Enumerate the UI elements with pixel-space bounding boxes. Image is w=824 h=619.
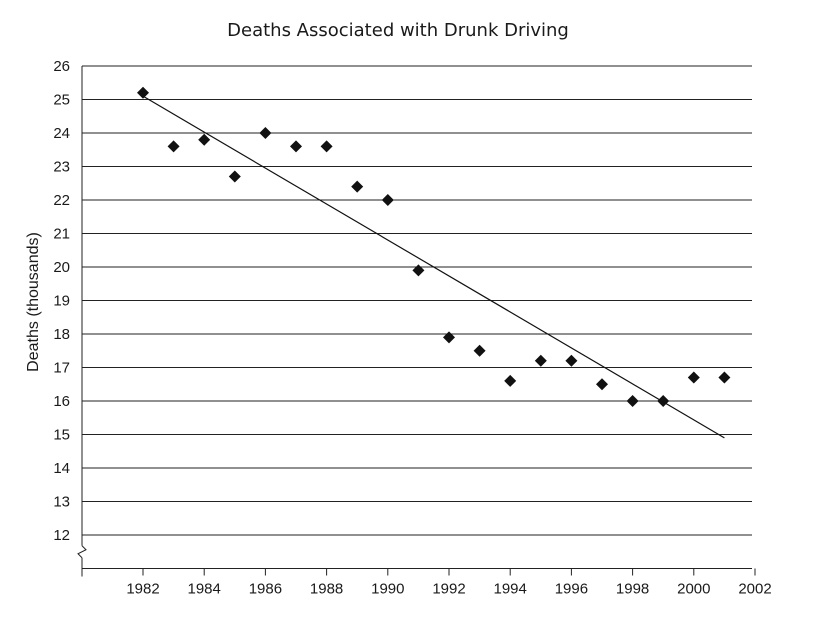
- data-point: [504, 374, 517, 387]
- data-point: [626, 395, 639, 407]
- x-tick-label: 2000: [677, 581, 710, 598]
- y-tick-label: 12: [53, 527, 70, 544]
- data-point: [443, 331, 455, 344]
- data-point: [167, 140, 180, 153]
- axes: [77, 66, 756, 577]
- x-tick-label: 2002: [738, 581, 771, 598]
- data-point: [228, 170, 241, 183]
- y-tick-label: 19: [53, 293, 70, 310]
- chart-title: Deaths Associated with Drunk Driving: [227, 20, 569, 41]
- x-tick-labels: 1982 1984 1986 1988 1990 1992 1994 1996 1998 2000…: [126, 581, 771, 598]
- data-point: [565, 354, 578, 367]
- y-tick-labels: 12 13 14 15 16 17 18 19 20 21 22 23 24 25 26: [53, 58, 70, 544]
- data-point: [596, 378, 608, 391]
- data-point: [687, 371, 700, 384]
- data-point: [320, 140, 333, 153]
- data-point: [137, 86, 149, 99]
- y-tick-label: 17: [53, 360, 70, 377]
- data-point: [381, 194, 394, 206]
- data-point: [718, 371, 731, 384]
- x-tick-label: 1998: [616, 581, 649, 598]
- y-tick-label: 15: [53, 427, 70, 444]
- y-tick-label: 23: [53, 159, 70, 176]
- x-tick-label: 1990: [371, 581, 404, 598]
- data-point: [657, 395, 670, 407]
- y-tick-label: 22: [53, 192, 70, 209]
- data-point: [534, 354, 547, 367]
- x-tick-label: 1984: [188, 581, 221, 598]
- y-tick-label: 18: [53, 326, 70, 343]
- y-tick-label: 26: [53, 58, 70, 75]
- data-point: [412, 264, 425, 277]
- data-points: [137, 86, 731, 407]
- y-axis-break: [77, 545, 87, 559]
- trend-line-group: [142, 95, 725, 439]
- grid-lines: [82, 65, 752, 536]
- x-tick-label: 1982: [126, 581, 159, 598]
- x-tick-label: 1994: [494, 581, 527, 598]
- x-tick-label: 1988: [310, 581, 343, 598]
- data-point: [290, 140, 302, 153]
- y-tick-label: 21: [53, 226, 70, 243]
- x-tick-label: 1996: [555, 581, 588, 598]
- y-tick-label: 20: [53, 259, 70, 276]
- y-tick-label: 25: [53, 92, 70, 109]
- x-tick-label: 1986: [249, 581, 282, 598]
- x-tick-label: 1992: [432, 581, 465, 598]
- y-tick-label: 24: [53, 125, 70, 142]
- data-point: [259, 127, 272, 139]
- trend-line: [142, 95, 725, 439]
- y-tick-label: 13: [53, 494, 70, 511]
- y-tick-label: 16: [53, 393, 70, 410]
- data-point: [198, 133, 211, 146]
- data-point: [351, 180, 364, 193]
- y-axis-title: Deaths (thousands): [25, 232, 42, 372]
- data-point: [473, 344, 486, 357]
- y-tick-label: 14: [53, 460, 70, 477]
